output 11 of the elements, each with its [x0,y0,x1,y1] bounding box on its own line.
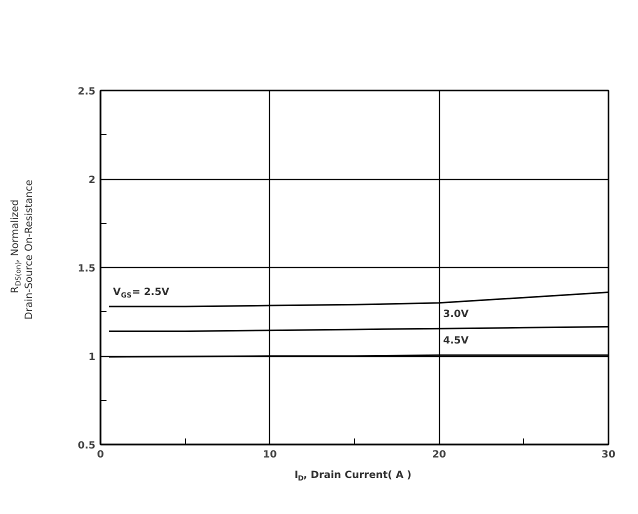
y-tick-label: 2.5 [78,86,96,98]
y-tick-label: 1 [88,352,96,363]
annotation: 4.5V [443,336,469,347]
y-tick-label: 1.5 [78,264,96,274]
y-tick-label: 0.5 [78,440,96,452]
x-tick-label: 20 [432,450,446,460]
x-tick-label: 10 [262,450,277,460]
y-tick-label: 2 [88,175,96,186]
x-tick-label: 30 [602,450,616,460]
x-tick-label: 0 [97,450,104,460]
annotation: 3.0V [443,309,469,320]
